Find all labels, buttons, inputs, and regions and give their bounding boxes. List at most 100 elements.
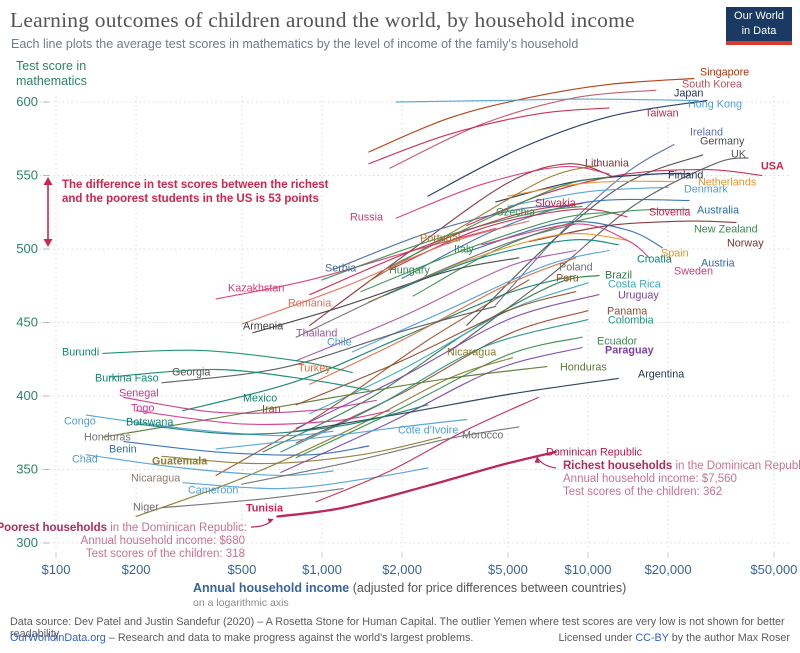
country-label-burundi[interactable]: Burundi bbox=[62, 347, 99, 359]
country-label-chad[interactable]: Chad bbox=[72, 454, 98, 466]
country-label-poland[interactable]: Poland bbox=[559, 262, 593, 274]
country-label-taiwan[interactable]: Taiwan bbox=[645, 108, 679, 120]
country-label-chile[interactable]: Chile bbox=[327, 337, 352, 349]
country-label-hong-kong[interactable]: Hong Kong bbox=[688, 99, 742, 111]
country-label-armenia[interactable]: Armenia bbox=[243, 321, 283, 333]
line-italy[interactable] bbox=[360, 211, 619, 293]
owid-logo[interactable]: Our World in Data bbox=[726, 7, 792, 45]
line-taiwan[interactable] bbox=[368, 107, 610, 165]
line-ecuador[interactable] bbox=[295, 336, 583, 459]
line-benin[interactable] bbox=[123, 441, 370, 456]
country-label-serbia[interactable]: Serbia bbox=[325, 263, 356, 275]
country-label-new-zealand[interactable]: New Zealand bbox=[694, 224, 758, 236]
country-label-denmark[interactable]: Denmark bbox=[684, 184, 728, 196]
country-label-hungary[interactable]: Hungary bbox=[389, 265, 430, 277]
country-label-finland[interactable]: Finland bbox=[668, 170, 703, 182]
country-label-tunisia[interactable]: Tunisia bbox=[246, 503, 284, 515]
ccby-link[interactable]: CC-BY bbox=[635, 632, 669, 644]
line-poland[interactable] bbox=[295, 223, 577, 338]
country-label-japan[interactable]: Japan bbox=[674, 88, 703, 100]
country-label-italy[interactable]: Italy bbox=[454, 244, 474, 256]
country-label-germany[interactable]: Germany bbox=[700, 136, 745, 148]
country-label-senegal[interactable]: Senegal bbox=[119, 388, 159, 400]
country-label-slovenia[interactable]: Slovenia bbox=[649, 207, 690, 219]
line-argentina[interactable] bbox=[295, 377, 619, 432]
line-turkey[interactable] bbox=[309, 257, 577, 385]
line-georgia[interactable] bbox=[161, 305, 497, 384]
country-label-brazil[interactable]: Brazil bbox=[605, 270, 632, 282]
line-cote-d-ivoire[interactable] bbox=[215, 418, 468, 450]
country-label-uk[interactable]: UK bbox=[731, 149, 747, 161]
line-senegal[interactable] bbox=[123, 396, 377, 414]
line-honduras[interactable] bbox=[102, 366, 548, 438]
country-label-romania[interactable]: Romania bbox=[288, 298, 331, 310]
line-romania[interactable] bbox=[241, 220, 530, 325]
country-label-colombia[interactable]: Colombia bbox=[608, 315, 654, 327]
country-label-dominican-republic[interactable]: Dominican Republic bbox=[546, 447, 643, 459]
country-label-guatemala[interactable]: Guatemala bbox=[152, 456, 208, 468]
line-peru[interactable] bbox=[215, 279, 530, 476]
country-label-lithuania[interactable]: Lithuania bbox=[585, 158, 629, 170]
country-label-ireland[interactable]: Ireland bbox=[690, 127, 723, 139]
country-label-netherlands[interactable]: Netherlands bbox=[698, 177, 757, 189]
line-morocco[interactable] bbox=[241, 426, 520, 485]
country-label-usa[interactable]: USA bbox=[761, 161, 784, 173]
country-label-costa-rica[interactable]: Costa Rica bbox=[608, 279, 661, 291]
line-guatemala[interactable] bbox=[161, 436, 442, 465]
line-congo[interactable] bbox=[85, 414, 334, 437]
country-label-croatia[interactable]: Croatia bbox=[637, 254, 672, 266]
line-botswana[interactable] bbox=[135, 404, 429, 435]
country-label-iran[interactable]: Iran bbox=[262, 404, 281, 416]
country-label-togo[interactable]: Togo bbox=[131, 403, 154, 415]
country-label-austria[interactable]: Austria bbox=[701, 258, 735, 270]
line-burundi[interactable] bbox=[102, 349, 353, 374]
line-russia[interactable] bbox=[395, 165, 610, 219]
line-burkina-faso[interactable] bbox=[109, 368, 370, 391]
line-singapore[interactable] bbox=[368, 77, 695, 153]
line-panama[interactable] bbox=[295, 310, 589, 444]
line-south-korea[interactable] bbox=[389, 89, 657, 169]
country-label-uruguay[interactable]: Uruguay bbox=[618, 290, 659, 302]
country-label-kazakhstan[interactable]: Kazakhstan bbox=[228, 283, 284, 295]
line-uruguay[interactable] bbox=[295, 294, 600, 429]
country-label-botswana[interactable]: Botswana bbox=[126, 417, 173, 429]
line-niger[interactable] bbox=[161, 488, 344, 509]
country-label-paraguay[interactable]: Paraguay bbox=[605, 345, 654, 357]
country-label-czechia[interactable]: Czechia bbox=[496, 207, 535, 219]
country-label-sweden[interactable]: Sweden bbox=[674, 266, 713, 278]
country-label-spain[interactable]: Spain bbox=[661, 248, 689, 260]
country-label-burkina-faso[interactable]: Burkina Faso bbox=[95, 373, 159, 385]
line-armenia[interactable] bbox=[252, 257, 520, 334]
country-label-norway[interactable]: Norway bbox=[727, 238, 764, 250]
country-label-mexico[interactable]: Mexico bbox=[243, 393, 277, 405]
line-dominican-republic[interactable] bbox=[276, 450, 557, 518]
line-japan[interactable] bbox=[427, 99, 708, 197]
line-chad[interactable] bbox=[85, 454, 334, 476]
country-label-singapore[interactable]: Singapore bbox=[700, 67, 749, 79]
line-mexico[interactable] bbox=[182, 274, 577, 412]
line-nicaragua[interactable] bbox=[135, 357, 514, 518]
country-label-argentina[interactable]: Argentina bbox=[638, 369, 684, 381]
country-label-panama[interactable]: Panama bbox=[607, 306, 647, 318]
line-netherlands[interactable] bbox=[507, 180, 675, 197]
country-label-cote-d-ivoire[interactable]: Cote d'Ivoire bbox=[398, 425, 458, 437]
line-new-zealand[interactable] bbox=[412, 208, 690, 297]
country-label-niger[interactable]: Niger bbox=[133, 502, 159, 514]
country-label-georgia[interactable]: Georgia bbox=[172, 367, 210, 379]
line-slovakia[interactable] bbox=[309, 202, 583, 296]
line-hungary[interactable] bbox=[389, 176, 610, 268]
country-label-thailand[interactable]: Thailand bbox=[296, 328, 337, 340]
country-label-ecuador[interactable]: Ecuador bbox=[597, 336, 638, 348]
line-lithuania[interactable] bbox=[309, 163, 615, 326]
country-label-congo[interactable]: Congo bbox=[64, 416, 96, 428]
country-label-australia[interactable]: Australia bbox=[697, 205, 739, 217]
country-label-peru[interactable]: Peru bbox=[556, 273, 579, 285]
line-ireland[interactable] bbox=[495, 144, 675, 306]
country-label-slovakia[interactable]: Slovakia bbox=[535, 198, 576, 210]
line-hong-kong[interactable] bbox=[395, 98, 699, 103]
country-label-cameroon[interactable]: Cameroon bbox=[188, 485, 238, 497]
country-label-nicaragua[interactable]: Nicaragua bbox=[447, 347, 496, 359]
country-label-portugal[interactable]: Portugal bbox=[420, 233, 460, 245]
country-label-morocco[interactable]: Morocco bbox=[462, 430, 503, 442]
line-tunisia[interactable] bbox=[315, 396, 539, 503]
